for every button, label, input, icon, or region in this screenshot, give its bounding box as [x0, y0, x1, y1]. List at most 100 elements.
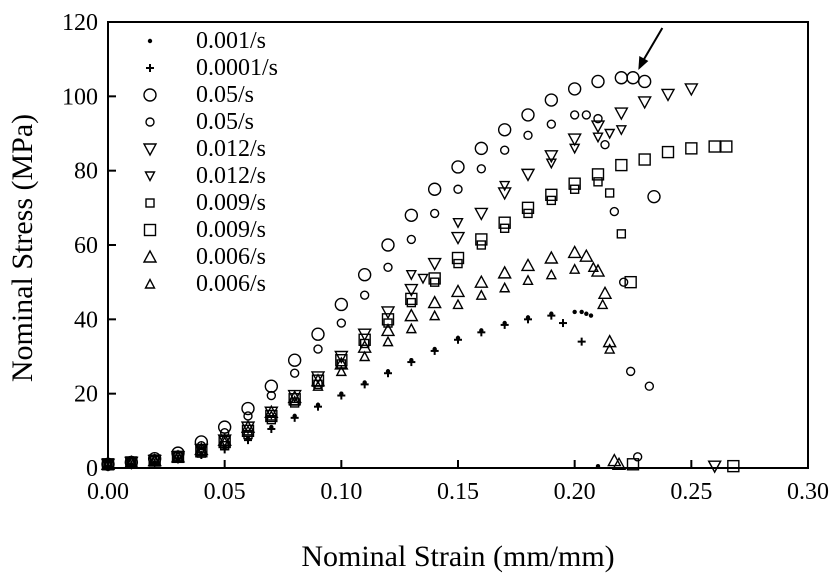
data-point	[684, 83, 699, 97]
data-point	[632, 452, 643, 462]
annotations	[638, 27, 664, 71]
data-point	[569, 143, 581, 155]
y-tick-label: 60	[74, 233, 98, 259]
data-point	[588, 313, 594, 318]
data-point	[266, 390, 277, 401]
data-point	[584, 311, 589, 316]
data-point	[450, 231, 466, 246]
data-point	[125, 456, 137, 468]
data-point	[240, 419, 256, 433]
data-point	[546, 119, 557, 129]
data-point	[407, 358, 416, 367]
data-point	[474, 141, 489, 156]
data-point	[544, 250, 559, 264]
legend-label: 0.006/s	[196, 271, 266, 297]
legend-entry: 0.05/s	[145, 109, 254, 135]
data-point	[287, 353, 302, 367]
data-point	[334, 356, 349, 370]
legend-label: 0.009/s	[196, 190, 266, 216]
data-markers	[100, 71, 740, 474]
series-10	[102, 261, 616, 469]
data-point	[567, 244, 582, 259]
data-point	[405, 270, 417, 281]
legend-label: 0.05/s	[196, 109, 254, 135]
data-point	[567, 82, 582, 96]
legend-marker	[144, 278, 156, 289]
data-point	[170, 449, 186, 463]
data-point	[405, 322, 417, 334]
x-tick-label: 0.05	[204, 479, 246, 505]
data-point	[381, 238, 395, 252]
data-point	[380, 306, 396, 320]
data-point	[637, 74, 652, 89]
data-point	[429, 208, 440, 219]
legend-marker	[144, 171, 156, 182]
data-point	[290, 413, 299, 422]
y-tick-label: 20	[74, 382, 98, 408]
data-point	[427, 182, 442, 196]
data-point	[147, 453, 162, 467]
data-point	[591, 74, 605, 89]
data-point	[581, 110, 592, 120]
data-point	[545, 188, 558, 202]
data-point	[499, 180, 511, 192]
data-point	[404, 308, 419, 322]
data-point	[522, 274, 534, 286]
arrow-annotation	[638, 27, 664, 71]
data-point	[172, 450, 184, 462]
data-point	[429, 277, 440, 287]
data-point	[611, 456, 627, 470]
data-point	[604, 188, 615, 198]
data-point	[360, 380, 369, 389]
legend-entry: 0.006/s	[144, 271, 266, 297]
data-point	[544, 93, 559, 107]
data-point	[194, 441, 209, 456]
y-tick-label: 80	[74, 159, 98, 185]
data-point	[521, 201, 535, 215]
data-point	[195, 445, 207, 456]
data-point	[593, 113, 603, 124]
data-point	[520, 168, 536, 182]
data-point	[624, 275, 637, 289]
data-point	[614, 71, 629, 85]
data-point	[638, 153, 651, 166]
data-point	[644, 381, 655, 391]
data-point	[602, 334, 617, 348]
data-point	[244, 436, 252, 445]
data-point	[618, 277, 629, 287]
data-point	[335, 365, 347, 377]
y-tick-label: 120	[62, 10, 98, 36]
data-point	[452, 298, 464, 310]
data-point	[310, 373, 326, 387]
legend-marker	[143, 223, 157, 237]
data-point	[428, 272, 441, 285]
data-point	[417, 273, 429, 285]
legend-marker	[142, 143, 158, 157]
data-point	[311, 327, 325, 341]
data-point	[604, 343, 616, 354]
data-point	[359, 350, 371, 362]
series-6	[405, 125, 627, 285]
data-point	[547, 311, 556, 320]
legend-marker	[145, 198, 155, 208]
data-point	[336, 318, 347, 328]
data-point	[626, 71, 640, 85]
data-point	[383, 262, 393, 272]
data-point	[429, 309, 441, 321]
data-point	[380, 323, 396, 337]
data-point	[475, 233, 488, 246]
data-point	[545, 268, 557, 280]
data-point	[289, 395, 301, 406]
data-point	[498, 216, 511, 229]
data-point	[637, 96, 652, 110]
data-point	[453, 184, 463, 194]
x-axis-label: Nominal Strain (mm/mm)	[301, 540, 614, 573]
data-point	[314, 402, 322, 411]
data-point	[289, 368, 300, 378]
data-point	[521, 108, 535, 122]
data-point	[149, 454, 161, 466]
data-point	[544, 150, 559, 164]
legend: 0.001/s0.0001/s0.05/s0.05/s0.012/s0.012/…	[142, 28, 278, 297]
data-point	[264, 404, 279, 418]
data-point	[592, 132, 604, 144]
